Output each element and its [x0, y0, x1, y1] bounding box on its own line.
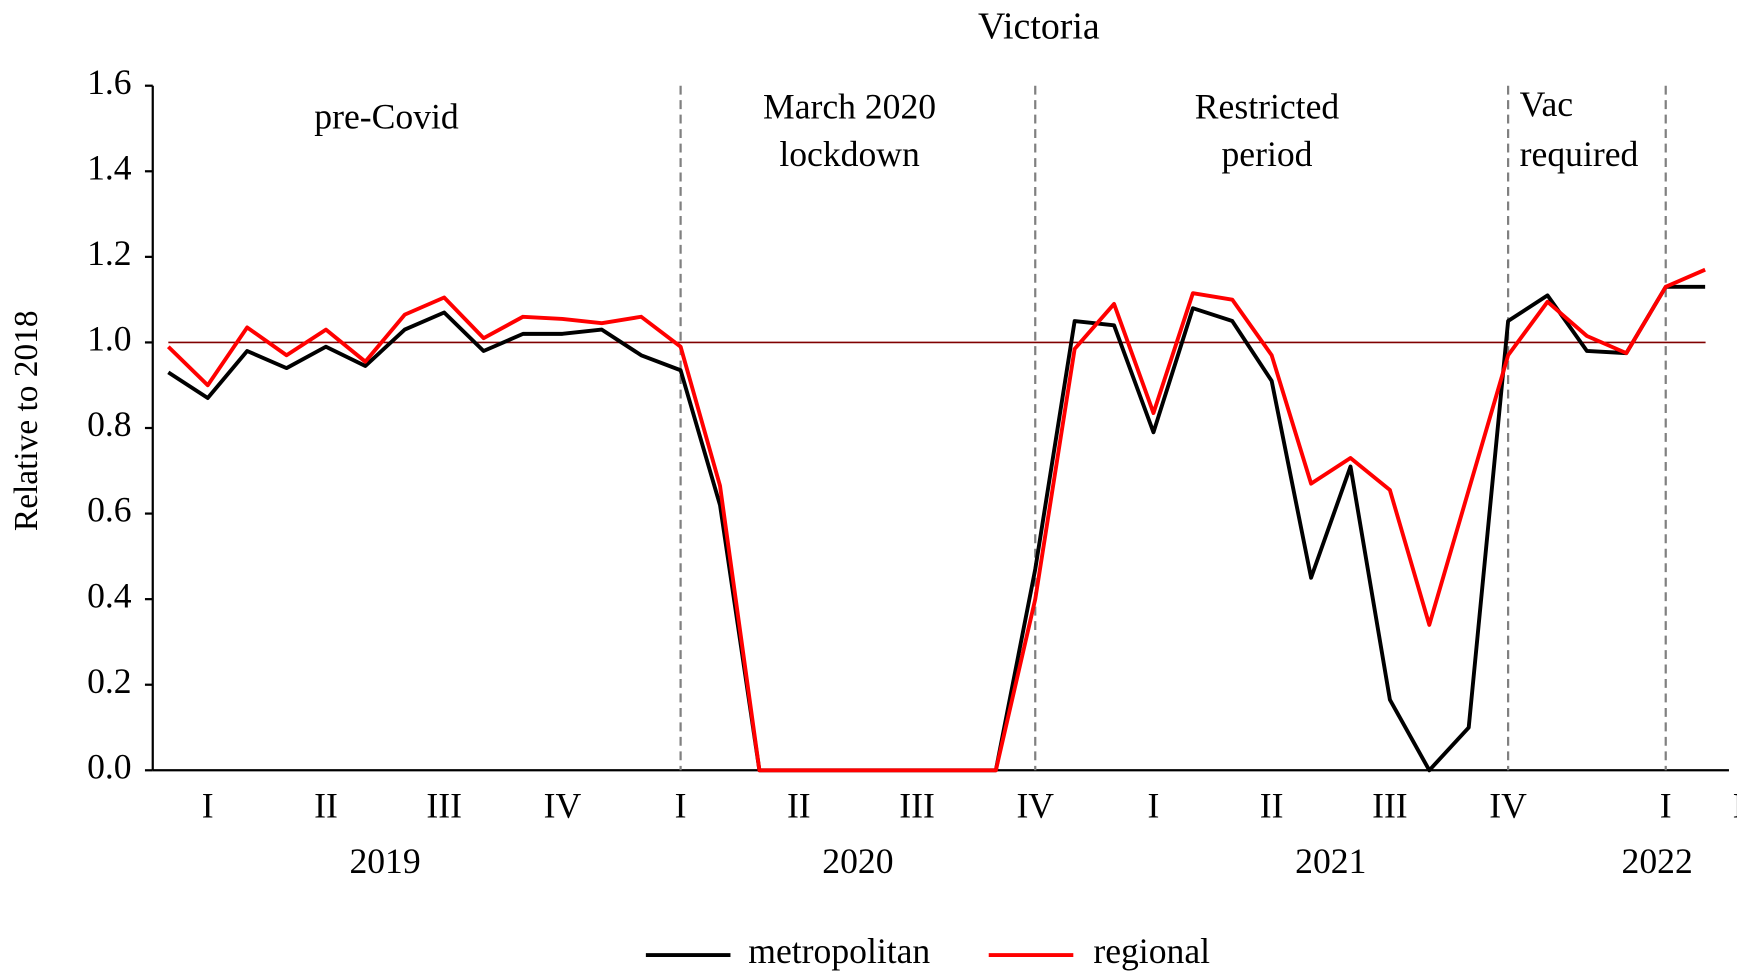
period-label: Vac	[1520, 84, 1573, 124]
x-tick-label: II	[314, 785, 338, 825]
x-tick-label: III	[426, 785, 462, 825]
y-tick-label: 1.4	[87, 147, 132, 187]
legend-label: regional	[1093, 931, 1210, 971]
x-tick-label: II	[787, 785, 811, 825]
x-tick-label: I	[1660, 785, 1672, 825]
y-tick-label: 0.4	[87, 575, 132, 615]
y-tick-label: 1.6	[87, 62, 132, 102]
year-label: 2022	[1622, 841, 1693, 881]
chart-title: Victoria	[978, 6, 1100, 48]
y-tick-label: 0.6	[87, 490, 132, 530]
x-tick-label: III	[899, 785, 935, 825]
y-axis-label: Relative to 2018	[8, 310, 45, 531]
period-label: lockdown	[779, 134, 920, 174]
year-label: 2019	[349, 841, 420, 881]
x-tick-label: I	[202, 785, 214, 825]
period-label: March 2020	[763, 86, 936, 126]
series-line	[167, 284, 1706, 773]
x-tick-label: II	[1733, 785, 1737, 825]
y-tick-label: 0.8	[87, 404, 132, 444]
y-tick-label: 1.2	[87, 233, 132, 273]
period-label: period	[1222, 134, 1313, 174]
x-tick-label: III	[1372, 785, 1408, 825]
period-label: pre-Covid	[314, 96, 459, 136]
period-label: required	[1520, 134, 1639, 174]
x-tick-label: IV	[544, 785, 582, 825]
year-label: 2020	[822, 841, 893, 881]
x-tick-label: IV	[1016, 785, 1054, 825]
y-tick-label: 1.0	[87, 319, 132, 359]
year-label: 2021	[1295, 841, 1366, 881]
x-tick-label: I	[1148, 785, 1160, 825]
period-label: Restricted	[1195, 86, 1340, 126]
x-tick-label: II	[1260, 785, 1284, 825]
series-line	[166, 267, 1706, 773]
y-tick-label: 0.2	[87, 661, 132, 701]
y-tick-label: 0.0	[87, 746, 132, 786]
x-tick-label: I	[675, 785, 687, 825]
x-tick-label: IV	[1489, 785, 1527, 825]
legend-label: metropolitan	[748, 931, 930, 971]
